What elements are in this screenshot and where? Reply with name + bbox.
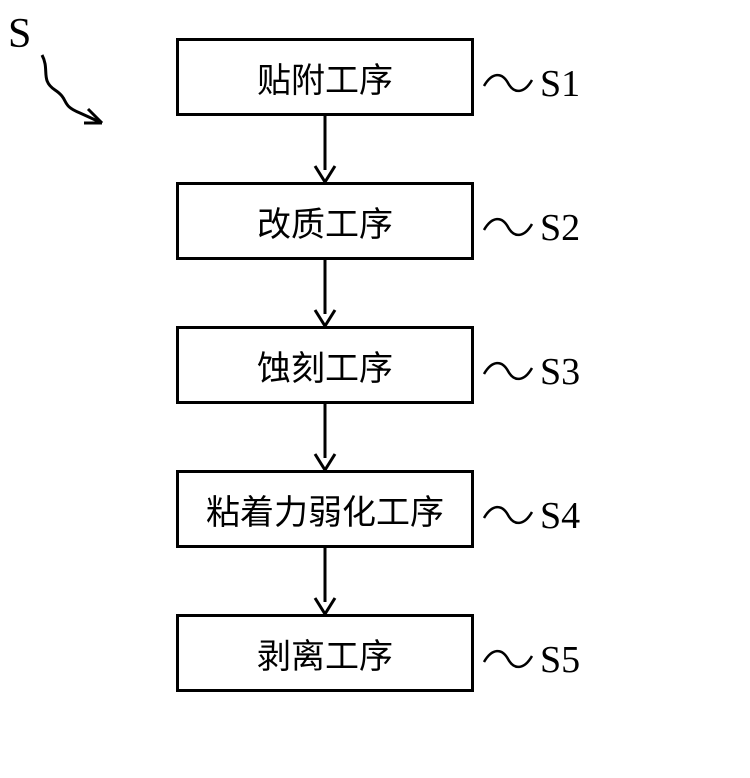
step-box-text: 剥离工序 <box>257 629 393 678</box>
step-label-s4: S4 <box>540 494 580 538</box>
flowchart-canvas: S 贴附工序 S1 改质工序 S2 蚀刻工序 S3 粘着力弱化工序 S4 剥离工序 S5 <box>0 0 750 778</box>
step-box-s5: 剥离工序 <box>176 614 474 692</box>
arrow-down-icon <box>305 260 345 330</box>
step-box-text: 粘着力弱化工序 <box>206 485 444 534</box>
step-box-s3: 蚀刻工序 <box>176 326 474 404</box>
step-box-text: 贴附工序 <box>257 53 393 102</box>
step-box-s1: 贴附工序 <box>176 38 474 116</box>
step-box-s2: 改质工序 <box>176 182 474 260</box>
tilde-icon <box>482 68 534 98</box>
arrow-down-icon <box>305 548 345 618</box>
step-box-text: 蚀刻工序 <box>257 341 393 390</box>
step-label-s1: S1 <box>540 62 580 106</box>
step-box-s4: 粘着力弱化工序 <box>176 470 474 548</box>
tilde-icon <box>482 356 534 386</box>
step-label-s2: S2 <box>540 206 580 250</box>
tilde-icon <box>482 644 534 674</box>
tilde-icon <box>482 500 534 530</box>
main-label-s: S <box>8 10 31 58</box>
step-label-s3: S3 <box>540 350 580 394</box>
arrow-down-icon <box>305 116 345 186</box>
step-box-text: 改质工序 <box>257 197 393 246</box>
arrow-down-icon <box>305 404 345 474</box>
step-label-s5: S5 <box>540 638 580 682</box>
wavy-arrow-icon <box>30 45 130 135</box>
tilde-icon <box>482 212 534 242</box>
